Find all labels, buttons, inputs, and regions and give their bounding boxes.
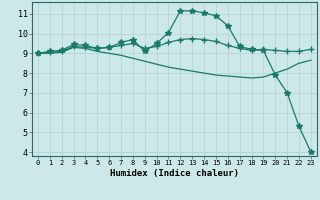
X-axis label: Humidex (Indice chaleur): Humidex (Indice chaleur) [110,169,239,178]
